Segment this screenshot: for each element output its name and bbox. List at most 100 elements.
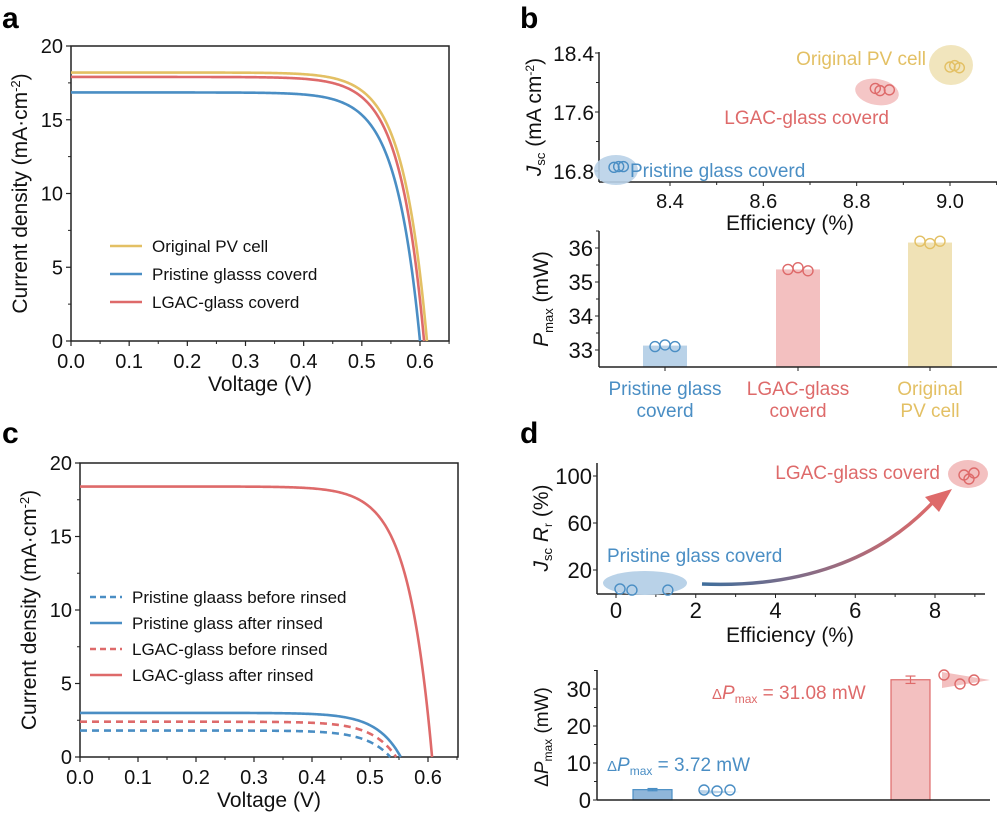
x-tick-label: 0.1	[124, 767, 152, 789]
panel-c-jv-rinsed: 0.0 0.1 0.2 0.3 0.4 0.5 0.6 0 5 10 15 20 Voltage (V)…	[17, 453, 459, 812]
y-tick-label: 30	[567, 677, 591, 702]
y-tick-label: 20	[50, 453, 72, 475]
category-label: Pristine glass	[609, 379, 722, 400]
x-tick-label: 0.5	[356, 767, 384, 789]
y-tick-label: 15	[50, 527, 72, 549]
axis-label-part: -2	[523, 65, 537, 76]
data-point	[698, 784, 710, 796]
data-point	[883, 84, 896, 96]
group-label: LGAC-glass coverd	[775, 463, 940, 484]
data-point	[968, 467, 980, 479]
x-tick-label: 0.4	[290, 351, 318, 373]
y-tick-label: 10	[567, 751, 591, 776]
series-line-lgac-glass-before-rinsed	[80, 720, 398, 758]
legend-label: Original PV cell	[152, 237, 268, 256]
category-label: LGAC-glass	[747, 379, 849, 400]
legend-label: LGAC-glass before rinsed	[132, 640, 328, 659]
x-tick-label: 0.2	[182, 767, 210, 789]
axis-label-part: sc	[540, 548, 555, 562]
paren: )	[9, 73, 32, 80]
axis-label-part: P	[532, 761, 553, 774]
panel-b-scatter: 8.4 8.6 8.8 9.0 16.8 17.6 18.4 Efficiency (%) Js…	[523, 43, 997, 235]
x-tick-label: 8.4	[656, 191, 684, 213]
axis-label-part: )	[523, 58, 546, 65]
group-label: Pristine glass coverd	[630, 161, 805, 182]
axis-label-part: max	[541, 739, 555, 762]
legend-label: Pristine glass after rinsed	[132, 614, 323, 633]
y-tick-label: 16.8	[553, 161, 594, 184]
axis-label-part: J	[523, 165, 546, 177]
y-axis-label: Pmax (mW)	[530, 251, 556, 347]
data-point	[954, 678, 966, 690]
legend-label: Pristine glaass before rinsed	[132, 588, 347, 607]
legend-label: LGAC-glass after rinsed	[132, 666, 313, 685]
superscript: -2	[8, 80, 23, 92]
x-tick-label: 0.6	[414, 767, 442, 789]
x-tick-label: 6	[849, 598, 861, 623]
y-axis-label: Jsc Rr (%)	[530, 485, 555, 573]
y-axis-label: ΔPmax (mW)	[532, 687, 555, 787]
panel-label-d: d	[520, 417, 538, 450]
axis-label-part: R	[530, 527, 553, 548]
y-tick-label: 5	[52, 257, 63, 279]
legend-label: Pristine glasss coverd	[152, 265, 317, 284]
x-tick-label: 0.1	[115, 351, 143, 373]
y-tick-label: 35	[569, 270, 593, 295]
data-point	[802, 265, 814, 277]
axis-label-part: J	[530, 561, 553, 573]
axis-label-part: sc	[533, 152, 548, 166]
axis-label-part: (mA cm	[523, 76, 546, 153]
x-tick-label: 0	[610, 598, 622, 623]
data-point	[934, 235, 946, 247]
group-label: LGAC-glass coverd	[724, 108, 889, 129]
x-axis-label: Voltage (V)	[208, 373, 312, 396]
series-line-pristine-glaass-before-rinsed	[80, 729, 392, 758]
axis-label-part: (mW)	[530, 251, 553, 308]
annotation-part: max	[735, 692, 758, 706]
superscript: -2	[17, 497, 32, 509]
data-point	[662, 584, 674, 596]
data-point	[626, 584, 638, 596]
x-axis-label: Efficiency (%)	[726, 624, 854, 647]
y-tick-label: 15	[41, 110, 63, 132]
y-tick-label: 0	[579, 788, 591, 813]
y-tick-label: 10	[50, 600, 72, 622]
data-point	[711, 785, 723, 797]
data-point	[724, 784, 736, 796]
panel-label-b: b	[520, 2, 538, 35]
data-point	[938, 669, 950, 681]
data-point	[669, 340, 681, 353]
series-line-lgac-glass-coverd	[71, 75, 426, 342]
x-axis-label: Voltage (V)	[217, 789, 321, 812]
cluster-highlight	[929, 45, 973, 85]
y-tick-label: 20	[41, 36, 63, 58]
y-tick-label: 20	[568, 558, 592, 583]
axis-label-part: (mW)	[532, 687, 553, 739]
data-point	[612, 160, 625, 173]
annotation-part: max	[630, 764, 653, 778]
trend-arrow	[701, 498, 937, 587]
axis-label-part: (%)	[530, 485, 553, 524]
x-tick-label: 0.5	[348, 351, 376, 373]
bar-1	[890, 679, 931, 801]
y-tick-label: 100	[555, 464, 592, 489]
y-axis-label: Jsc (mA cm-2)	[523, 58, 548, 177]
panel-d-scatter: 0 2 4 6 8 20 60 100 Efficiency (%) Jsc Rr (%) Pris…	[530, 460, 988, 647]
arrow-head	[925, 489, 952, 512]
x-tick-label: 0.0	[66, 767, 94, 789]
group-label: Original PV cell	[796, 49, 926, 70]
panel-label-c: c	[2, 417, 19, 450]
data-point	[968, 674, 980, 686]
x-tick-label: 8.6	[749, 191, 777, 213]
bar-0	[643, 345, 687, 367]
data-point	[614, 583, 626, 595]
series-line-original-pv-cell	[71, 71, 429, 342]
series-line-lgac-glass-after-rinsed	[80, 485, 434, 758]
distribution-shape	[942, 672, 990, 688]
series-line-pristine-glass-after-rinsed	[80, 711, 402, 758]
y-tick-label: 17.6	[553, 102, 594, 125]
y-axis-label: Current density (mA·cm-2)	[8, 73, 33, 313]
data-point	[953, 62, 966, 74]
